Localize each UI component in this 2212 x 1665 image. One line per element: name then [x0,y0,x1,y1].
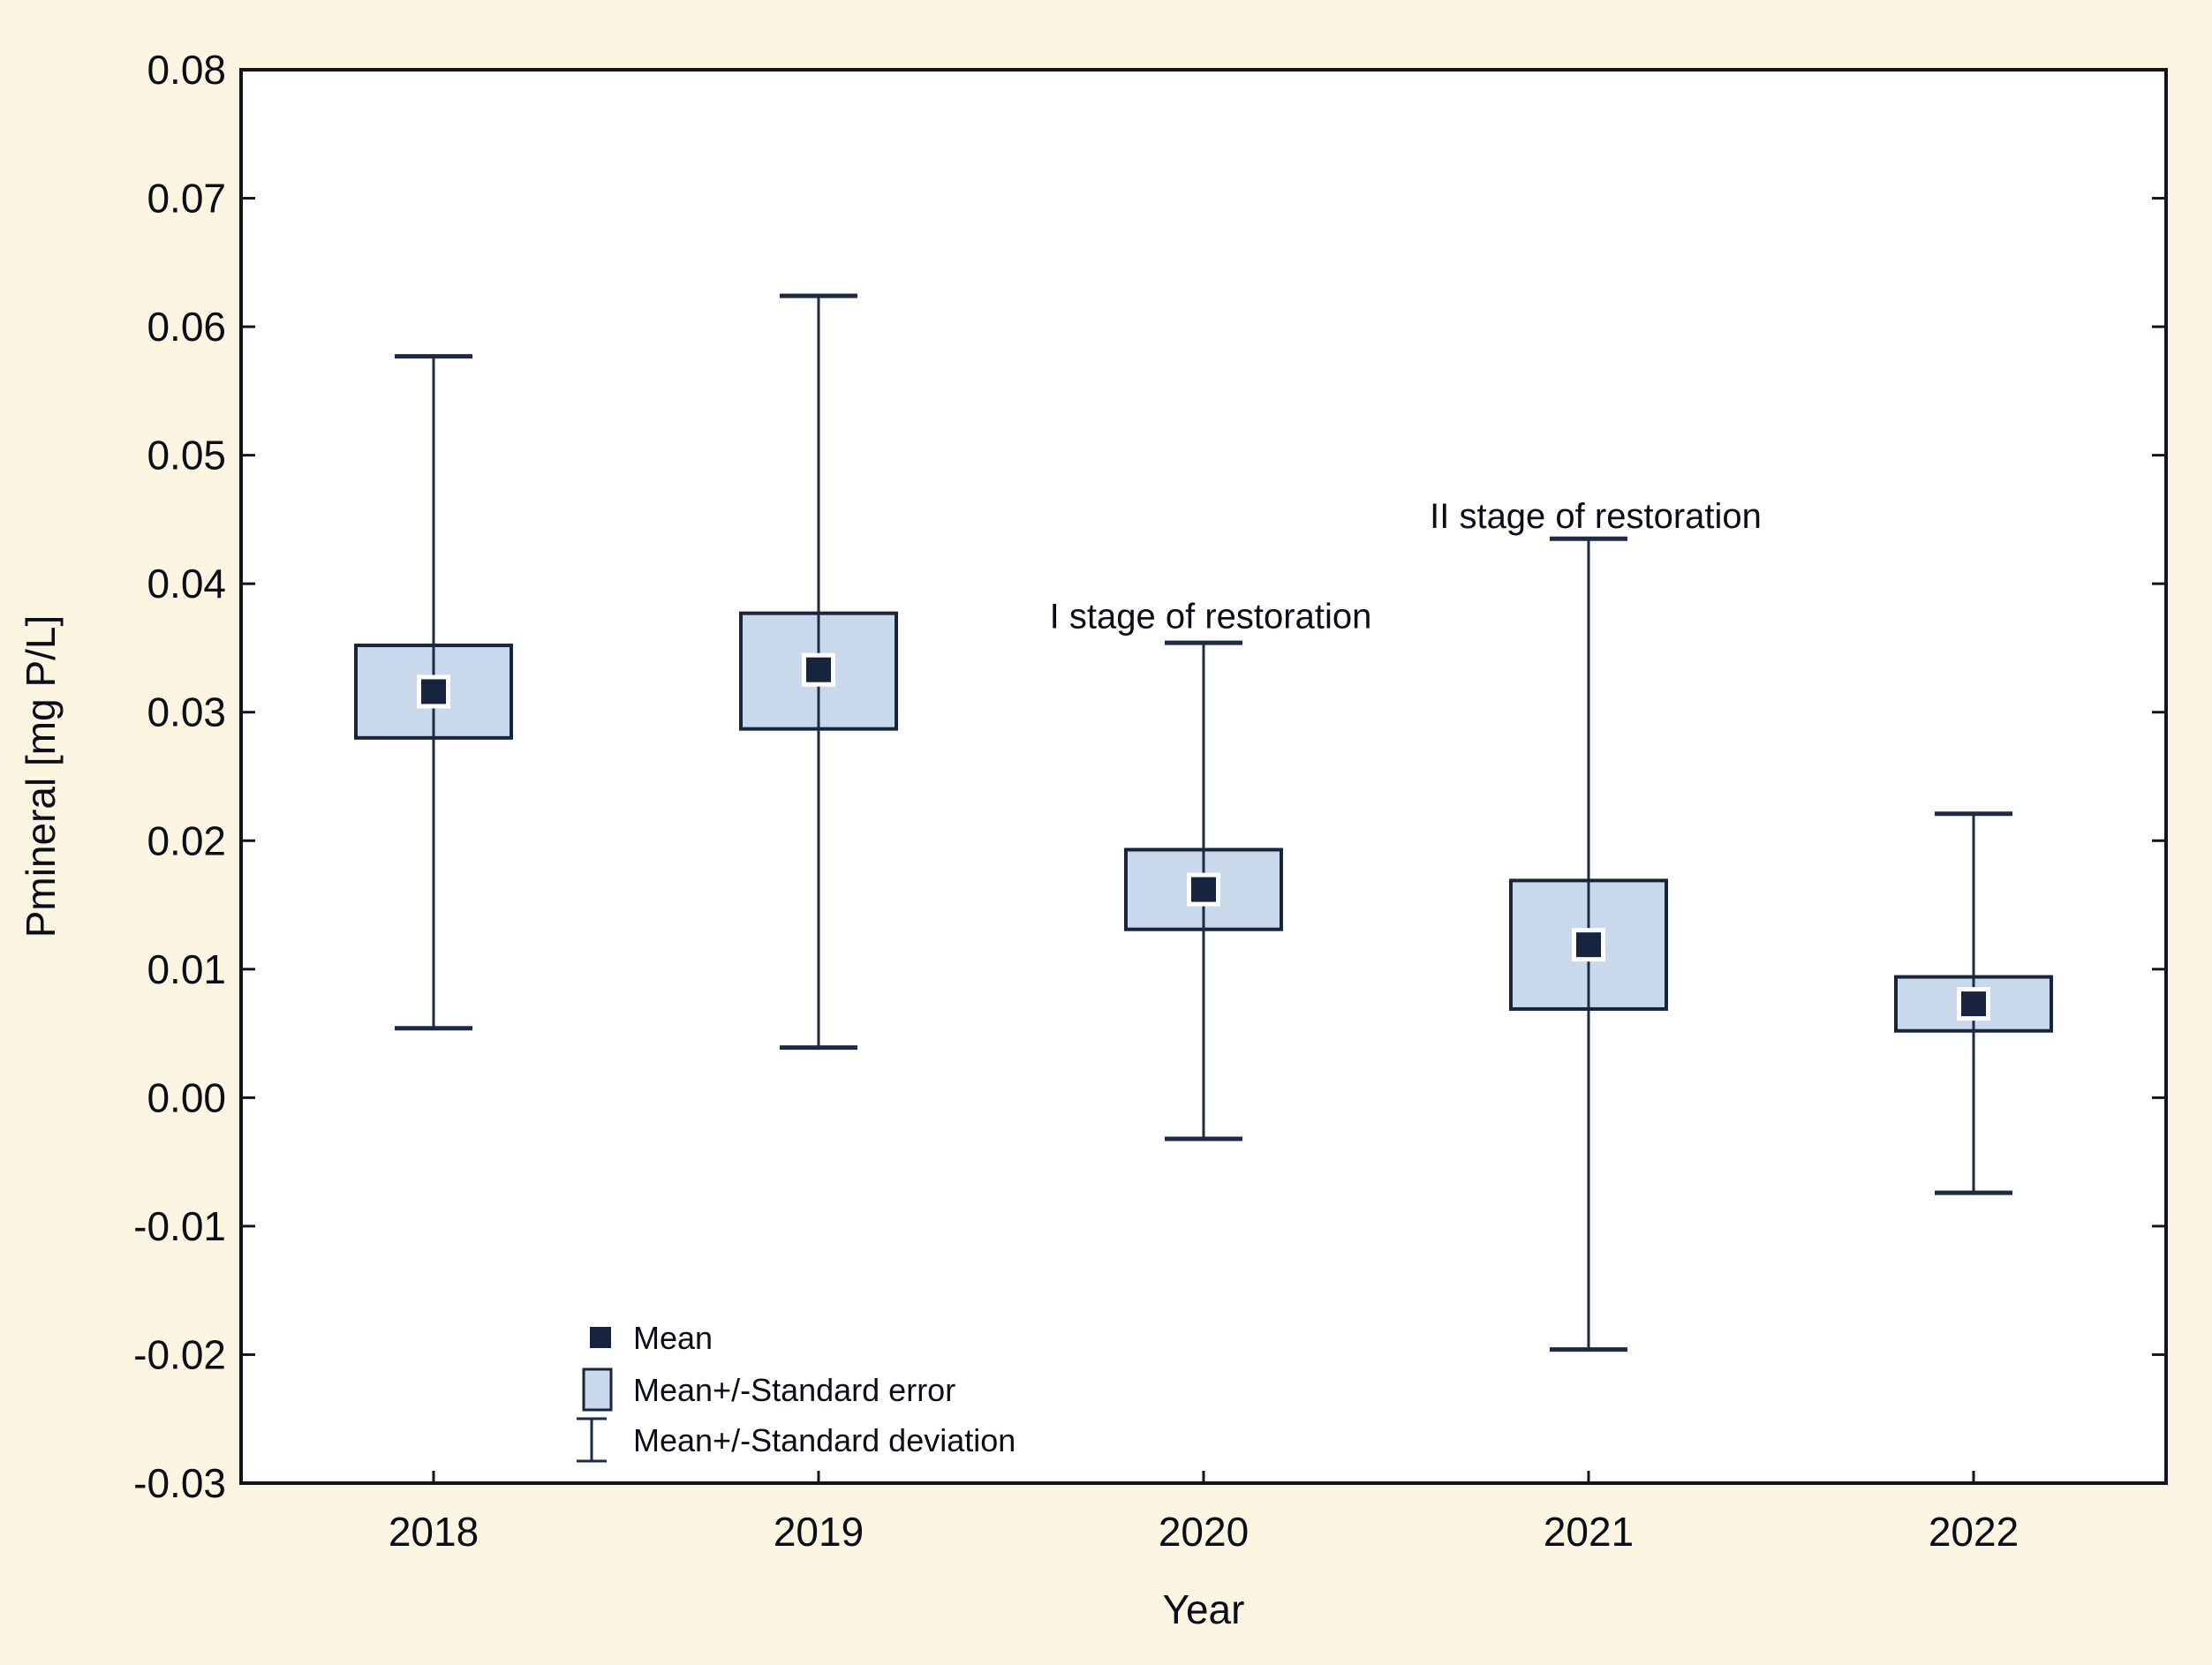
y-axis-tick-label: 0.01 [147,946,226,992]
annotation-label: I stage of restoration [1050,598,1372,637]
legend-se-box-icon [582,1367,613,1412]
mean-marker [1576,932,1601,958]
y-axis-tick-label: 0.07 [147,176,226,222]
mean-marker [1961,991,1986,1017]
mean-marker [806,657,831,682]
legend-item-label: Mean+/-Standard deviation [633,1422,1015,1458]
x-axis-tick-label: 2018 [389,1509,479,1555]
y-axis-tick-label: -0.01 [133,1203,226,1249]
legend-mean-square-icon [590,1327,611,1348]
x-axis-tick-label: 2022 [1929,1509,2019,1555]
y-axis-tick-label: 0.08 [147,47,226,93]
annotation-label: II stage of restoration [1430,497,1762,536]
y-axis-tick-label: -0.02 [133,1331,226,1377]
y-axis-title: Pmineral [mg P/L] [18,615,64,938]
mean-marker [421,679,446,704]
y-axis-tick-label: 0.05 [147,433,226,478]
mean-marker [1191,877,1216,902]
y-axis-tick-label: 0.06 [147,304,226,350]
y-axis-tick-label: 0.02 [147,817,226,863]
y-axis-tick-label: 0.00 [147,1074,226,1120]
x-axis-tick-label: 2019 [774,1509,864,1555]
legend-item-label: Mean [633,1320,713,1356]
x-axis-tick-label: 2020 [1159,1509,1249,1555]
x-axis-title: Year [1163,1586,1245,1632]
y-axis-tick-label: 0.03 [147,689,226,735]
y-axis-tick-label: 0.04 [147,561,226,606]
y-axis-tick-label: -0.03 [133,1460,226,1506]
legend-item-label: Mean+/-Standard error [633,1372,955,1408]
x-axis-tick-label: 2021 [1544,1509,1634,1555]
